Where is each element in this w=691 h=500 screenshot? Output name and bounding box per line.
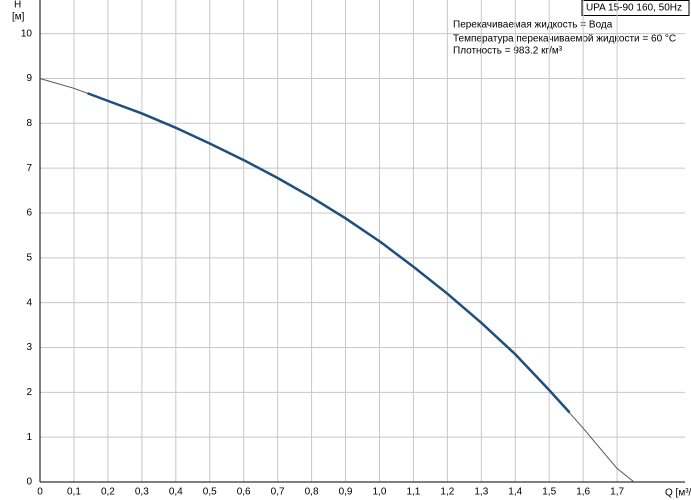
x-tick-label: 0,4	[169, 487, 183, 498]
x-axis-label: Q [м³/ч]	[665, 488, 691, 499]
x-tick-label: 0	[37, 487, 43, 498]
y-tick-label: 10	[21, 28, 33, 39]
y-tick-label: 9	[26, 73, 32, 84]
y-tick-label: 3	[26, 342, 32, 353]
x-tick-label: 0,8	[305, 487, 319, 498]
y-axis-label: H	[14, 0, 21, 11]
annotation: Перекачиваемая жидкость = Вода	[453, 20, 613, 31]
x-tick-label: 0,3	[135, 487, 149, 498]
x-tick-label: 1,0	[373, 487, 387, 498]
x-tick-label: 1,5	[542, 487, 556, 498]
y-axis-unit: [м]	[12, 12, 25, 23]
y-tick-label: 7	[26, 163, 32, 174]
annotation: Плотность = 983.2 кг/м³	[453, 46, 563, 57]
curve	[87, 92, 571, 414]
x-tick-label: 1,6	[576, 487, 590, 498]
y-tick-label: 2	[26, 387, 32, 398]
x-tick-label: 1,3	[474, 487, 488, 498]
x-tick-label: 0,6	[237, 487, 251, 498]
x-tick-label: 1,2	[440, 487, 454, 498]
title-box	[581, 0, 690, 16]
chart-title: UPA 15-90 160, 50Hz	[586, 3, 682, 14]
x-tick-label: 0,9	[339, 487, 353, 498]
curve	[39, 77, 635, 483]
x-tick-label: 0,7	[271, 487, 285, 498]
y-tick-label: 0	[26, 477, 32, 488]
annotation: Температура перекачиваемой жидкости = 60…	[453, 34, 676, 45]
x-tick-label: 0,1	[67, 487, 81, 498]
y-tick-label: 6	[26, 208, 32, 219]
y-tick-label: 5	[26, 252, 32, 263]
x-tick-label: 0,5	[203, 487, 217, 498]
y-tick-label: 1	[26, 432, 32, 443]
x-tick-label: 1,7	[610, 487, 624, 498]
x-tick-label: 1,1	[406, 487, 420, 498]
x-tick-label: 1,4	[508, 487, 522, 498]
x-tick-label: 0,2	[101, 487, 115, 498]
y-tick-label: 8	[26, 118, 32, 129]
y-tick-label: 4	[26, 297, 32, 308]
